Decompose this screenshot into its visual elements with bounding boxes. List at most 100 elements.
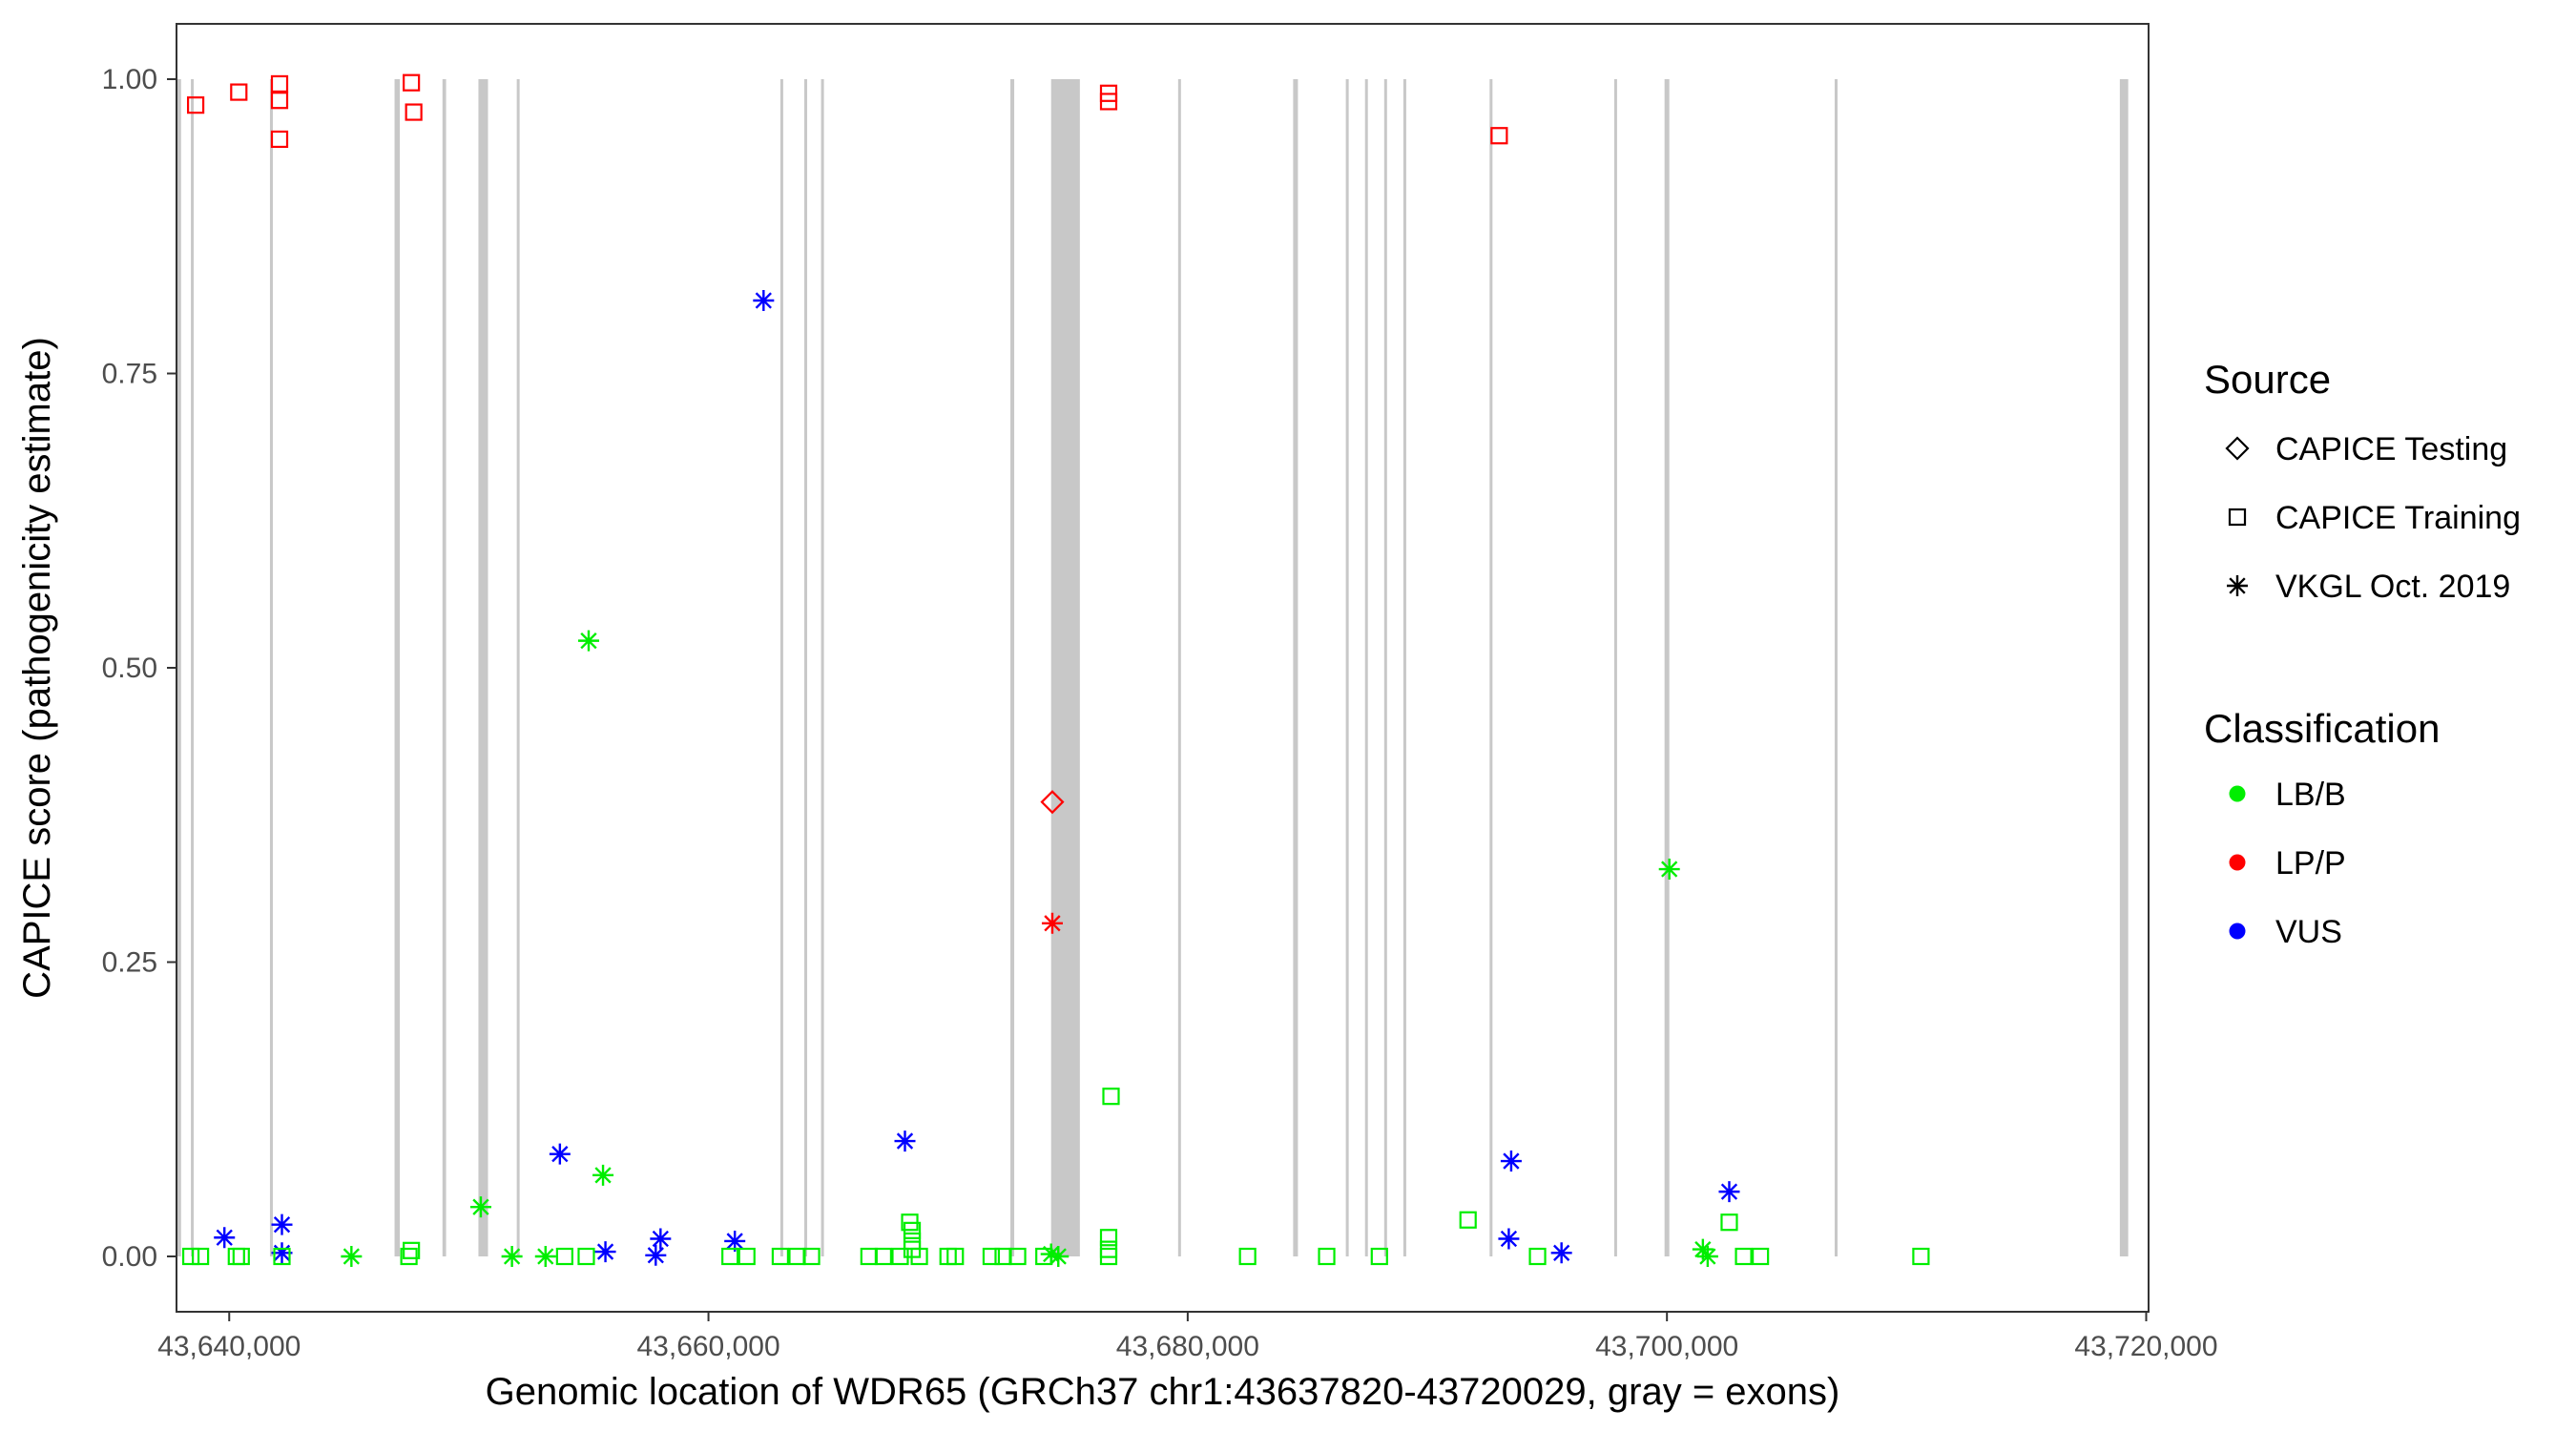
exon-band [1177, 78, 1181, 1257]
data-point [1048, 1246, 1070, 1267]
data-point [1718, 1181, 1740, 1203]
data-points [181, 73, 1930, 1267]
exon-band [1834, 78, 1838, 1257]
data-point [1735, 1247, 1753, 1266]
data-point [802, 1247, 821, 1266]
x-tick-label: 43,660,000 [636, 1331, 779, 1362]
data-point [592, 1164, 614, 1186]
data-point [737, 1247, 756, 1266]
y-tick-label: 0.75 [102, 358, 157, 389]
exon-band [478, 78, 488, 1257]
exon-band [269, 78, 273, 1257]
data-point [270, 130, 289, 149]
data-point [501, 1246, 523, 1267]
exon-band [1664, 78, 1670, 1257]
data-point [1102, 1088, 1120, 1106]
data-point [405, 103, 423, 121]
exon-band [1489, 78, 1493, 1257]
data-point [1720, 1213, 1738, 1232]
legend: Source CAPICE Testing CAPICE Training VKGL … [2204, 357, 2521, 950]
data-point [400, 1247, 418, 1266]
data-point [946, 1247, 965, 1266]
data-point [1696, 1246, 1718, 1267]
y-tick-label: 0.25 [102, 947, 157, 979]
y-tick-label: 0.50 [102, 653, 157, 684]
data-point [874, 1247, 893, 1266]
exon-band [1383, 78, 1387, 1257]
data-point [1370, 1247, 1388, 1266]
legend-key-diamond [2225, 436, 2250, 461]
plot-panel-border [176, 23, 2150, 1313]
data-point [270, 74, 289, 93]
data-point [555, 1247, 573, 1266]
data-point [1099, 1229, 1118, 1247]
exon-band [516, 78, 520, 1257]
data-point [1912, 1247, 1930, 1266]
data-point [1490, 127, 1508, 145]
exon-band [394, 78, 401, 1257]
axes: 43,640,000 43,660,000 43,680,000 43,700,000… [102, 64, 2218, 1362]
data-point [860, 1247, 878, 1266]
legend-source-label: CAPICE Testing [2275, 431, 2507, 467]
exon-band [821, 78, 824, 1257]
data-point [271, 1242, 293, 1264]
data-point [577, 1247, 595, 1266]
data-point [1550, 1242, 1572, 1264]
data-point [230, 83, 248, 101]
data-point [982, 1247, 1001, 1266]
exon-band [1345, 78, 1349, 1257]
legend-key-square [2228, 508, 2247, 527]
data-point [270, 92, 289, 110]
exon-band [1010, 78, 1015, 1257]
data-point [721, 1247, 739, 1266]
data-point [771, 1247, 790, 1266]
exon-band [1364, 78, 1368, 1257]
data-point [1692, 1238, 1714, 1260]
data-point [186, 96, 205, 114]
data-point [1040, 790, 1065, 815]
exon-band [1293, 78, 1298, 1257]
data-point [594, 1241, 616, 1263]
exon-bands [177, 78, 2129, 1257]
data-point [894, 1130, 916, 1152]
data-point [214, 1227, 236, 1249]
data-point [724, 1230, 746, 1252]
data-point [1035, 1247, 1053, 1266]
exon-band [804, 78, 808, 1257]
legend-key-dot [2229, 854, 2246, 871]
exon-band [1402, 78, 1406, 1257]
legend-key-asterisk [2227, 575, 2248, 596]
legend-key-dot [2229, 923, 2246, 940]
x-axis-title: Genomic location of WDR65 (GRCh37 chr1:4… [486, 1371, 1840, 1413]
data-point [1099, 1247, 1118, 1266]
data-point [271, 1213, 293, 1235]
y-tick-label: 1.00 [102, 64, 157, 95]
x-tick-label: 43,720,000 [2074, 1331, 2217, 1362]
data-point [469, 1196, 491, 1218]
data-point [534, 1246, 556, 1267]
exon-band [2119, 78, 2129, 1257]
data-point [1528, 1247, 1547, 1266]
data-point [192, 1247, 210, 1266]
data-point [1752, 1247, 1770, 1266]
data-point [1238, 1247, 1257, 1266]
data-point [403, 73, 421, 92]
y-tick-label: 0.00 [102, 1241, 157, 1273]
legend-classification-label: VUS [2275, 914, 2342, 950]
data-point [788, 1247, 806, 1266]
legend-source-label: VKGL Oct. 2019 [2275, 569, 2510, 605]
exon-band [779, 78, 783, 1257]
data-point [903, 1221, 922, 1239]
exon-band [191, 78, 195, 1257]
data-point [1500, 1151, 1522, 1172]
x-tick-label: 43,700,000 [1595, 1331, 1738, 1362]
data-point [232, 1247, 250, 1266]
legend-source-label: CAPICE Training [2275, 500, 2521, 536]
data-point [273, 1247, 291, 1266]
data-point [1459, 1211, 1477, 1229]
exon-band [1050, 78, 1080, 1257]
data-point [1099, 93, 1118, 111]
data-point [577, 630, 599, 652]
data-point [1498, 1228, 1520, 1250]
data-point [1658, 859, 1680, 881]
